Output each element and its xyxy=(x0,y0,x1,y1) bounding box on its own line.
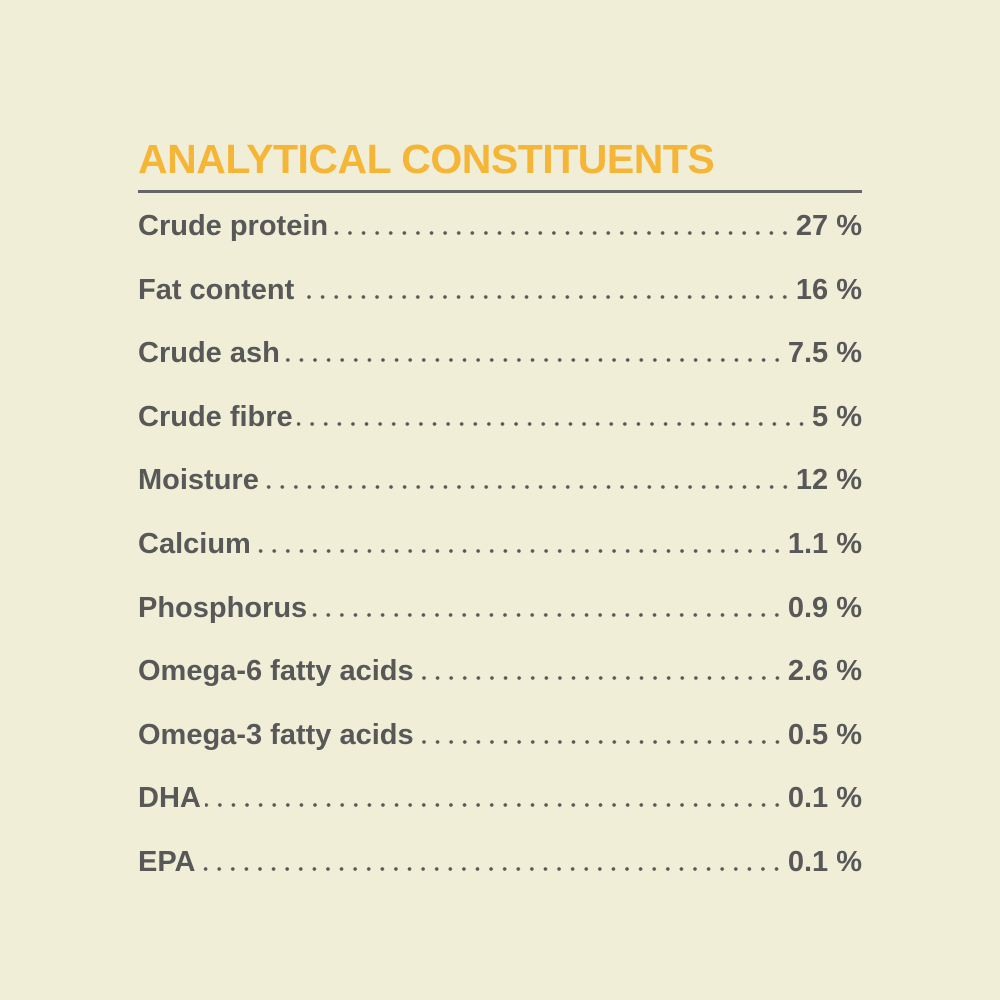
table-row: Fat content 16 % xyxy=(138,259,862,323)
constituent-name: Moisture xyxy=(138,464,259,497)
dot-leader xyxy=(332,231,792,235)
constituent-value: 0.1 % xyxy=(787,782,862,815)
constituent-value: 27 % xyxy=(795,210,862,242)
constituent-name: Omega-6 fatty acids xyxy=(138,655,414,688)
constituent-name: Crude protein xyxy=(138,210,329,242)
table-row: EPA 0.1 % xyxy=(138,831,862,895)
constituent-value: 12 % xyxy=(795,464,862,497)
constituent-value: 0.1 % xyxy=(787,845,862,878)
constituent-value: 16 % xyxy=(795,273,862,306)
constituent-value: 0.9 % xyxy=(787,591,862,624)
constituent-name: EPA xyxy=(138,845,196,878)
table-row: DHA 0.1 % xyxy=(138,767,862,831)
table-row: Calcium 1.1 % xyxy=(138,513,862,577)
table-row: Moisture 12 % xyxy=(138,449,862,513)
constituent-name: Phosphorus xyxy=(138,591,308,624)
dot-leader xyxy=(311,612,784,617)
dot-leader xyxy=(262,485,792,490)
constituent-value: 7.5 % xyxy=(787,337,862,370)
constituent-value: 1.1 % xyxy=(787,527,862,560)
dot-leader xyxy=(296,421,809,426)
constituent-name: Fat content xyxy=(138,273,295,306)
dot-leader xyxy=(417,676,784,681)
dot-leader xyxy=(298,294,792,299)
constituent-name: Omega-3 fatty acids xyxy=(138,718,414,751)
constituent-name: DHA xyxy=(138,782,201,815)
dot-leader xyxy=(417,739,784,744)
constituent-value: 5 % xyxy=(812,400,862,433)
constituent-name: Crude ash xyxy=(138,337,280,370)
constituent-name: Calcium xyxy=(138,527,251,560)
constituent-value: 0.5 % xyxy=(787,718,862,751)
table-row: Crude fibre 5 % xyxy=(138,386,862,450)
dot-leader xyxy=(199,866,784,871)
table-row: Omega-6 fatty acids 2.6 % xyxy=(138,640,862,704)
table-row: Crude ash 7.5 % xyxy=(138,322,862,386)
table-row: Crude protein 27 % xyxy=(138,195,862,259)
title: ANALYTICAL CONSTITUENTS xyxy=(138,136,715,182)
constituent-name: Crude fibre xyxy=(138,400,293,433)
constituents-panel: ANALYTICAL CONSTITUENTS Crude protein 27 … xyxy=(138,130,862,895)
divider xyxy=(138,190,862,193)
constituents-table: Crude protein 27 % Fat content 16 % Crude as… xyxy=(138,195,862,895)
dot-leader xyxy=(204,803,784,808)
table-row: Phosphorus 0.9 % xyxy=(138,577,862,641)
dot-leader xyxy=(283,358,784,363)
constituent-value: 2.6 % xyxy=(787,655,862,688)
table-row: Omega-3 fatty acids 0.5 % xyxy=(138,704,862,768)
dot-leader xyxy=(254,548,784,553)
